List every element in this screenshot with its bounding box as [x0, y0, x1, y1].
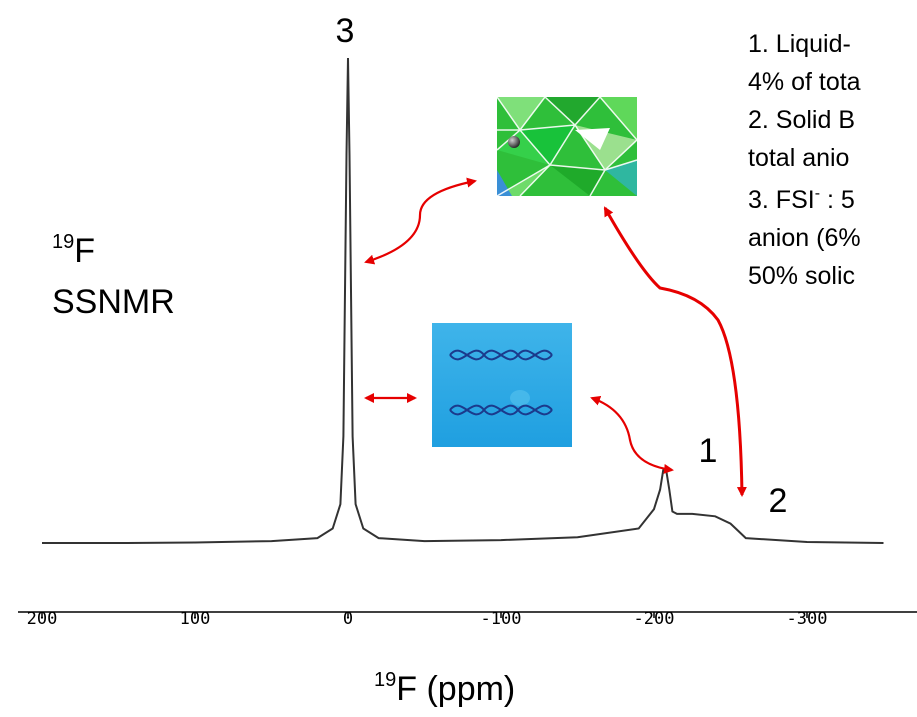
annotation-line-5: 3. FSI- : 5 [748, 185, 855, 214]
peak-label-3: 3 [336, 12, 355, 50]
x-tick-label: 200 [27, 609, 58, 629]
arrow-mesh-peak3 [364, 177, 477, 265]
x-axis-title-text: F (ppm) [396, 670, 515, 708]
annotation-line-7: 50% solic [748, 262, 855, 290]
x-tick-label: 100 [180, 609, 211, 629]
side-label-nucleus: 19F [52, 231, 95, 270]
annotation-line-6: anion (6% [748, 224, 861, 252]
annotation-line-2: 4% of tota [748, 68, 861, 96]
x-tick-label: 0 [343, 609, 353, 629]
x-axis-title-sup: 19 [374, 669, 396, 691]
annotation-line-4: total anio [748, 144, 849, 172]
annotation-line-3: 2. Solid B [748, 106, 855, 134]
side-label-sup: 19 [52, 231, 74, 253]
annotation-line-1: 1. Liquid- [748, 30, 851, 58]
peak-label-1: 1 [699, 432, 718, 470]
annotation-fsi-rest: : 5 [820, 186, 855, 214]
annotation-fsi-charge: - [815, 185, 820, 202]
x-tick-label: -200 [634, 609, 675, 629]
green-mesh-image [496, 95, 638, 197]
annotation-fsi: 3. FSI [748, 186, 815, 214]
annotation-block: 1. Liquid- 4% of tota 2. Solid B total a… [748, 30, 861, 290]
spectrum-line [42, 57, 884, 544]
x-axis-title: 19F (ppm) [374, 669, 515, 708]
side-label-method: SSNMR [52, 283, 175, 321]
x-tick-label: -100 [481, 609, 522, 629]
arrow-mesh-peak2 [603, 206, 747, 497]
x-axis-ticks: 200 100 0 -100 -200 -300 [27, 609, 828, 629]
blue-dna-image [432, 323, 572, 447]
x-tick-label: -300 [787, 609, 828, 629]
peak-label-2: 2 [769, 482, 788, 520]
side-label-element: F [74, 232, 95, 270]
annotation-arrows [364, 177, 747, 497]
arrow-dna-peak1 [590, 396, 674, 474]
